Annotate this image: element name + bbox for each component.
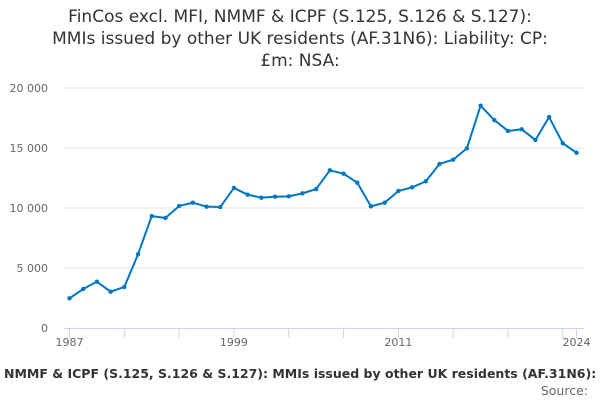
data-point bbox=[450, 157, 456, 162]
x-tick-label: 2024 bbox=[563, 336, 591, 349]
data-point bbox=[341, 171, 346, 176]
data-point bbox=[382, 200, 387, 205]
y-tick-label: 20 000 bbox=[10, 82, 49, 95]
data-point bbox=[505, 128, 511, 134]
x-tick-label: 2011 bbox=[384, 336, 412, 349]
data-point bbox=[94, 279, 100, 284]
data-point bbox=[327, 168, 333, 173]
data-point bbox=[163, 215, 168, 221]
data-point bbox=[519, 127, 524, 132]
data-point bbox=[396, 188, 401, 194]
data-point bbox=[108, 289, 113, 294]
data-point bbox=[272, 194, 278, 199]
series-line bbox=[68, 104, 578, 300]
data-point bbox=[313, 186, 319, 192]
data-point bbox=[81, 286, 86, 292]
data-point bbox=[368, 204, 374, 209]
y-tick-label: 0 bbox=[41, 322, 48, 335]
data-point bbox=[245, 192, 250, 197]
data-point bbox=[574, 150, 579, 155]
data-point bbox=[478, 103, 483, 108]
data-point bbox=[149, 213, 154, 219]
data-point bbox=[355, 180, 360, 185]
data-point bbox=[492, 117, 497, 123]
chart-title-line-2: MMIs issued by other UK residents (AF.31… bbox=[52, 29, 548, 49]
data-point bbox=[176, 203, 182, 209]
data-point bbox=[259, 195, 264, 200]
data-point bbox=[218, 204, 223, 210]
data-point bbox=[300, 191, 305, 196]
x-tick-label: 1987 bbox=[56, 336, 84, 349]
y-tick-label: 5 000 bbox=[17, 262, 49, 275]
data-point bbox=[204, 204, 209, 209]
data-point bbox=[231, 185, 237, 191]
data-point bbox=[409, 185, 415, 190]
data-point bbox=[135, 252, 141, 257]
chart-title: FinCos excl. MFI, NMMF & ICPF (S.125, S.… bbox=[0, 6, 600, 72]
data-point bbox=[190, 200, 196, 205]
data-point bbox=[464, 146, 470, 151]
chart-footer-title: NMMF & ICPF (S.125, S.126 & S.127): MMIs… bbox=[4, 366, 600, 381]
data-point bbox=[546, 114, 552, 120]
data-point bbox=[560, 141, 565, 146]
data-point bbox=[67, 296, 72, 301]
data-point bbox=[122, 284, 127, 290]
y-tick-label: 10 000 bbox=[10, 202, 49, 215]
x-tick-label: 1999 bbox=[220, 336, 248, 349]
source-label: Source: bbox=[540, 383, 588, 398]
data-point bbox=[423, 179, 428, 184]
chart-title-line-1: FinCos excl. MFI, NMMF & ICPF (S.125, S.… bbox=[68, 7, 532, 27]
data-point bbox=[437, 161, 442, 167]
data-point bbox=[286, 194, 291, 199]
y-tick-label: 15 000 bbox=[10, 142, 49, 155]
chart-title-line-3: £m: NSA: bbox=[260, 51, 340, 71]
data-point bbox=[533, 137, 538, 143]
